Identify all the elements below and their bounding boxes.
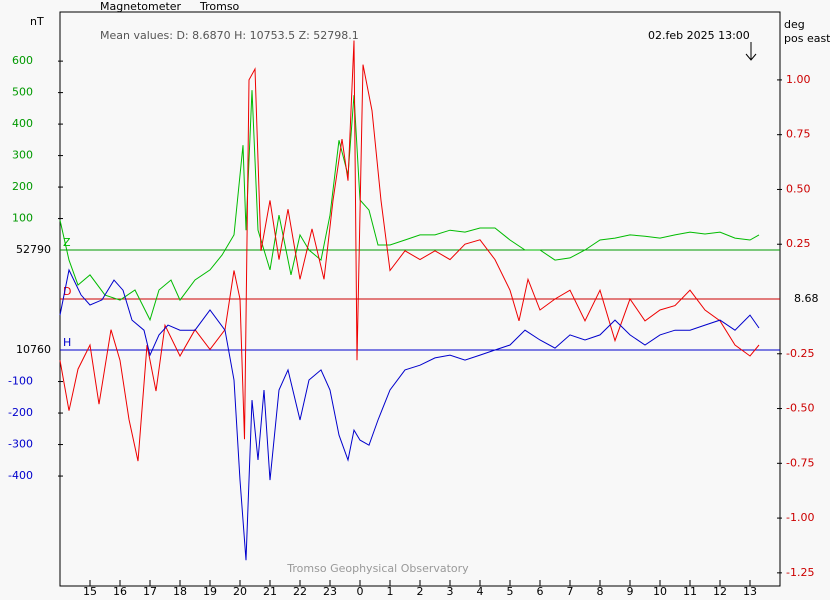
y-tick-label: 300 (12, 149, 33, 162)
series-name: D (63, 285, 71, 298)
y-tick-label: -200 (8, 406, 33, 419)
chart-subtitle: Tromso (199, 0, 240, 13)
series-name: Z (63, 236, 71, 249)
y2-tick-label: -1.25 (786, 566, 814, 579)
x-tick-label: 0 (357, 585, 364, 598)
y-tick-label: 200 (12, 180, 33, 193)
y2-tick-label: -1.00 (786, 511, 814, 524)
y-tick-label: 500 (12, 86, 33, 99)
x-tick-label: 20 (233, 585, 247, 598)
timestamp: 02.feb 2025 13:00 (648, 29, 750, 42)
x-tick-label: 22 (293, 585, 307, 598)
x-tick-label: 11 (683, 585, 697, 598)
x-tick-label: 7 (567, 585, 574, 598)
x-tick-label: 9 (627, 585, 634, 598)
x-tick-label: 4 (477, 585, 484, 598)
x-tick-label: 18 (173, 585, 187, 598)
y-tick-label: 400 (12, 117, 33, 130)
x-tick-label: 19 (203, 585, 217, 598)
y2-tick-label: 0.25 (786, 237, 811, 250)
x-tick-label: 10 (653, 585, 667, 598)
x-tick-label: 5 (507, 585, 514, 598)
chart-title: Magnetometer (100, 0, 182, 13)
series-line (59, 40, 760, 462)
y2-axis-label: deg (784, 18, 805, 31)
baseline-label: 10760 (16, 343, 51, 356)
x-tick-label: 2 (417, 585, 424, 598)
series-line (59, 90, 760, 322)
x-tick-label: 6 (537, 585, 544, 598)
y2-tick-label: -0.25 (786, 347, 814, 360)
x-tick-label: 13 (743, 585, 757, 598)
x-tick-label: 1 (387, 585, 394, 598)
y2-tick-label: 0.75 (786, 128, 811, 141)
baseline-label: 52790 (16, 243, 51, 256)
y2-tick-label: 1.00 (786, 73, 811, 86)
x-tick-label: 3 (447, 585, 454, 598)
series-name: H (63, 336, 71, 349)
y2-tick-label: -0.75 (786, 456, 814, 469)
x-tick-label: 23 (323, 585, 337, 598)
y2-axis-label: pos east (784, 32, 830, 45)
y-tick-label: -400 (8, 469, 33, 482)
x-tick-label: 15 (83, 585, 97, 598)
time-arrow (745, 42, 757, 61)
x-tick-label: 17 (143, 585, 157, 598)
baseline-label: 8.68 (794, 292, 819, 305)
y2-tick-label: 0.50 (786, 182, 811, 195)
source: Tromso Geophysical Observatory (286, 562, 469, 575)
y-axis-label: nT (30, 15, 44, 28)
x-tick-label: 12 (713, 585, 727, 598)
mean-values: Mean values: D: 8.6870 H: 10753.5 Z: 527… (100, 29, 359, 42)
y-tick-label: -100 (8, 375, 33, 388)
series-line (59, 268, 760, 561)
x-tick-label: 16 (113, 585, 127, 598)
y-tick-label: 100 (12, 212, 33, 225)
y2-tick-label: -0.50 (786, 402, 814, 415)
x-tick-label: 8 (597, 585, 604, 598)
x-tick-label: 21 (263, 585, 277, 598)
y-tick-label: -300 (8, 438, 33, 451)
y-tick-label: 600 (12, 54, 33, 67)
